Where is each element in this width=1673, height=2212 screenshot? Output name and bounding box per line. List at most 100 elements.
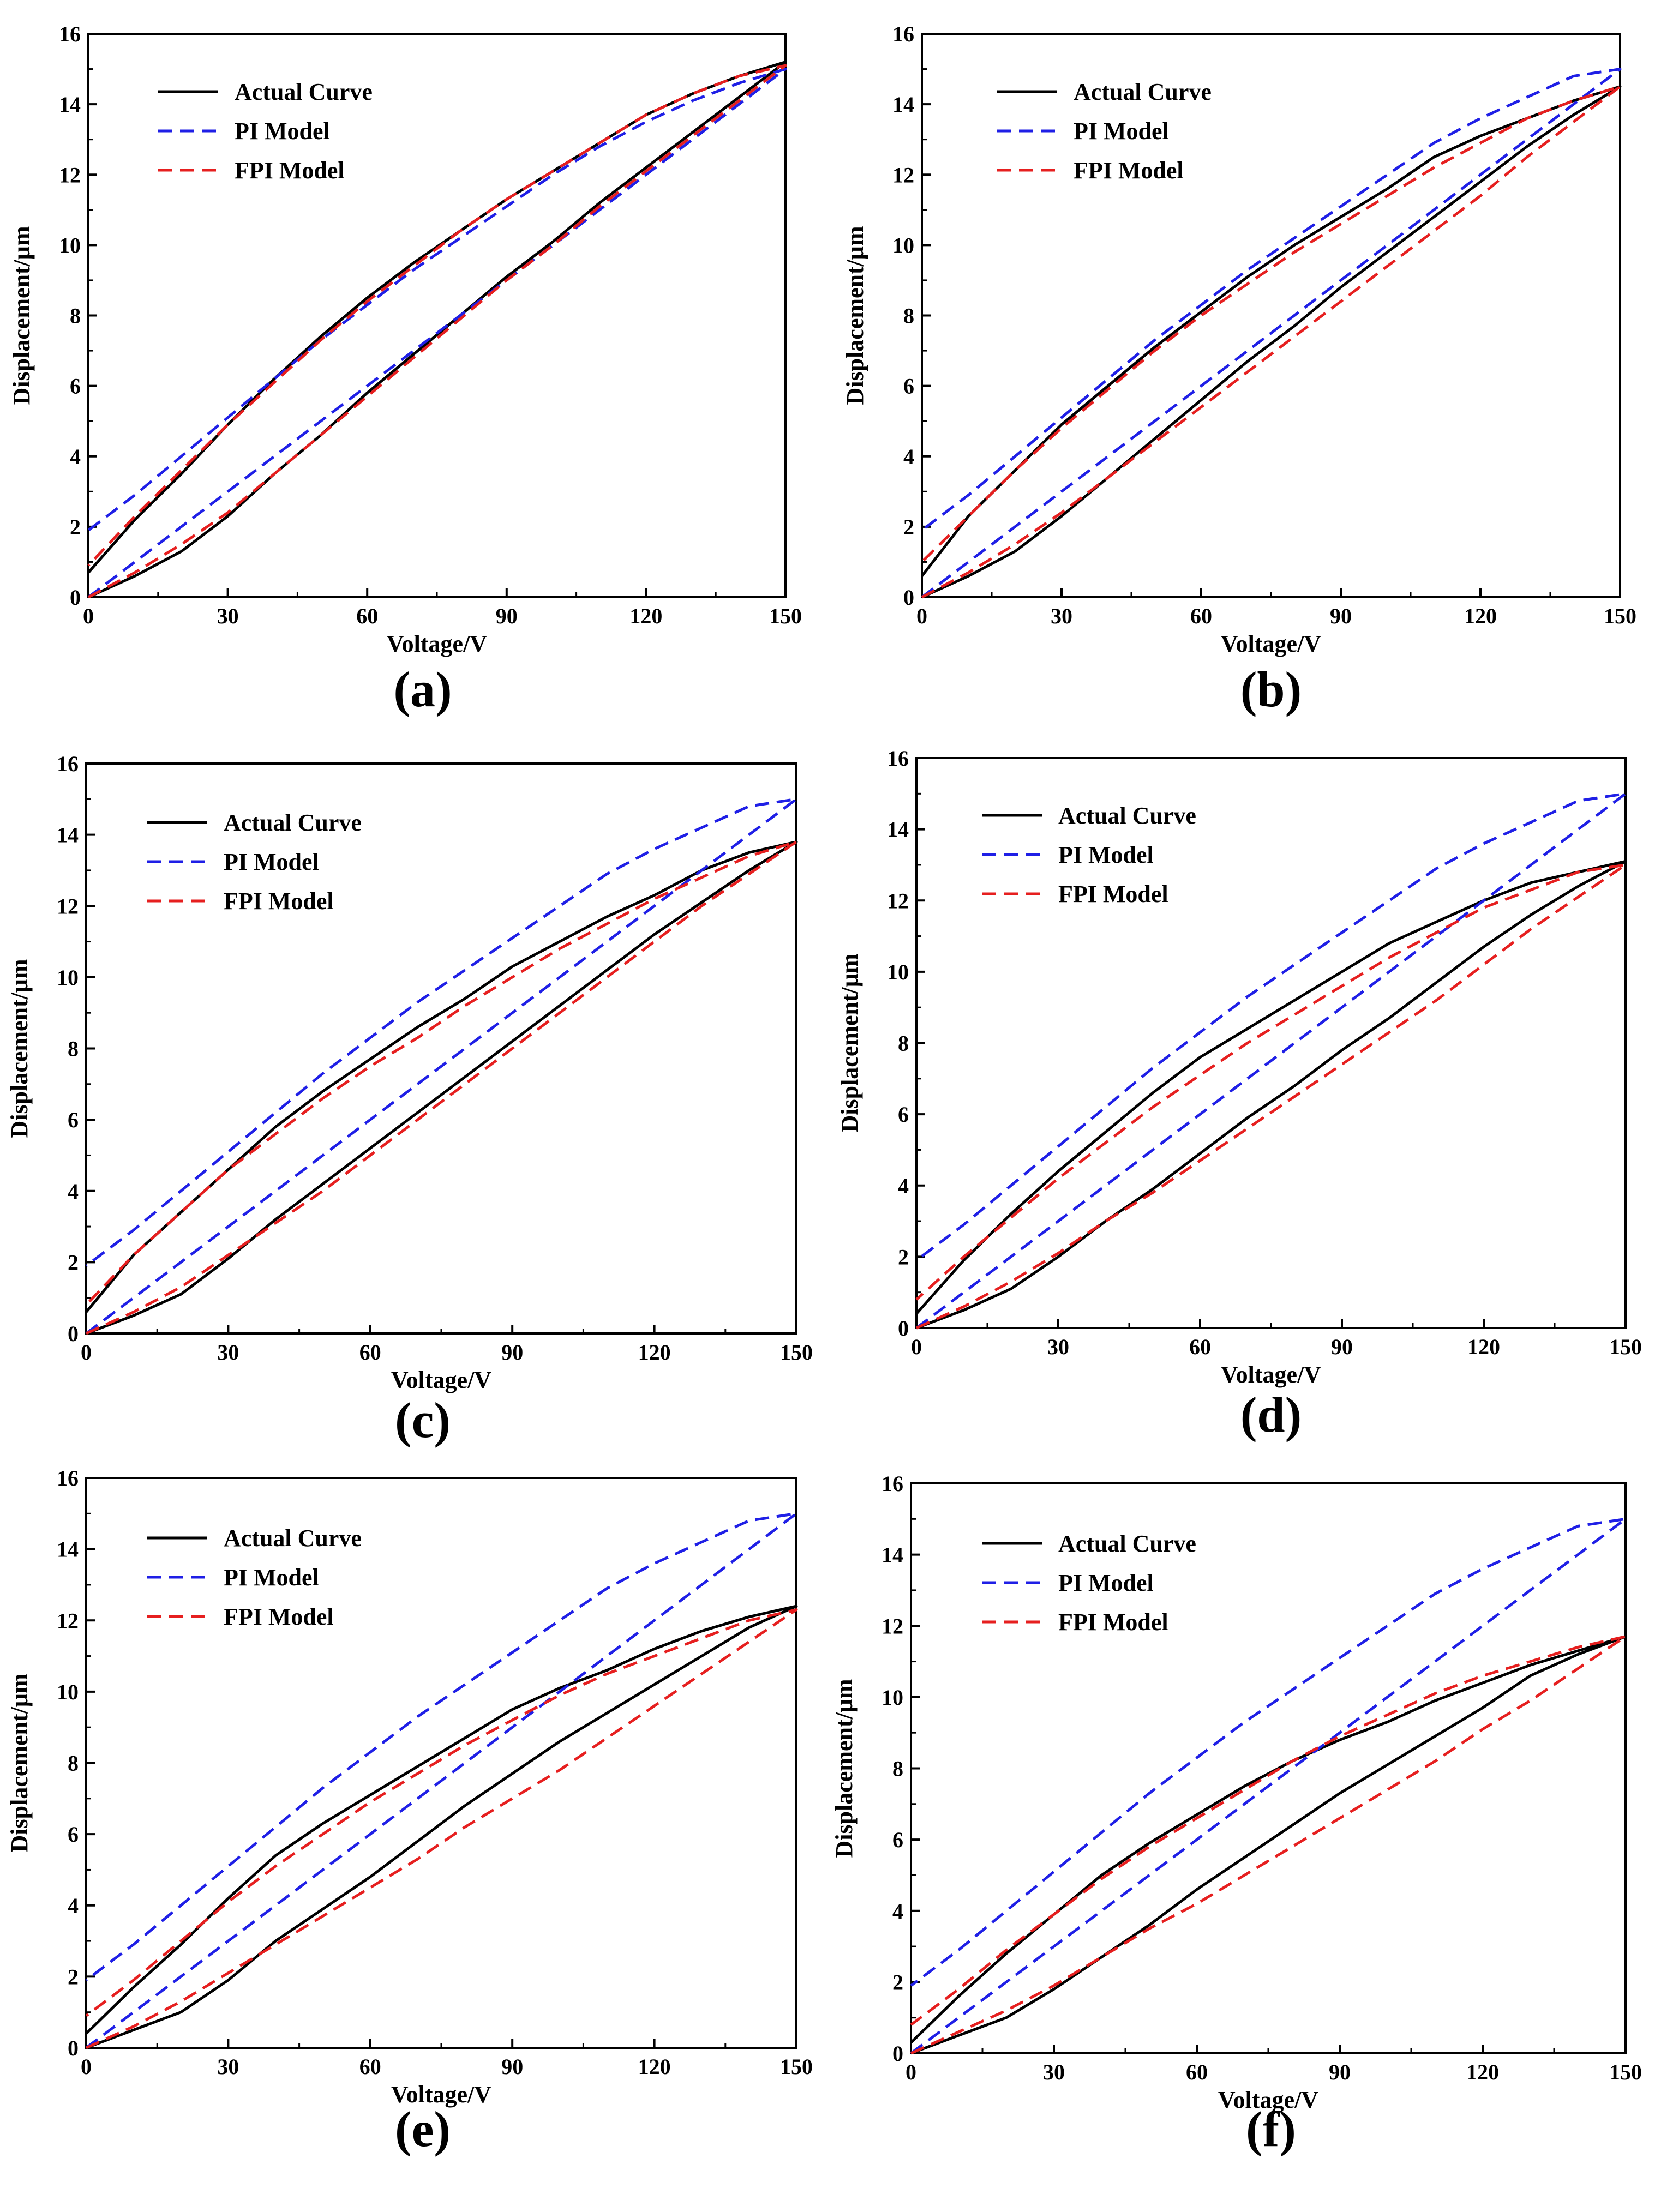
x-tick-label: 90	[501, 2054, 523, 2079]
y-tick-label: 10	[887, 960, 909, 984]
x-axis-title: Voltage/V	[391, 2081, 491, 2108]
series-pi-model	[85, 1512, 798, 2049]
y-tick-label: 8	[903, 304, 914, 328]
legend-label: Actual Curve	[1074, 79, 1212, 105]
x-tick-label: 60	[1190, 604, 1212, 628]
x-tick-label: 30	[217, 2054, 239, 2079]
y-tick-label: 10	[57, 1680, 79, 1704]
x-tick-label: 0	[916, 604, 927, 628]
series-fpi-model	[915, 863, 1627, 1330]
x-tick-label: 150	[780, 2054, 813, 2079]
y-tick-label: 14	[892, 92, 914, 117]
y-tick-label: 4	[892, 1899, 903, 1924]
y-tick-label: 6	[892, 1828, 903, 1852]
y-tick-label: 8	[68, 1751, 79, 1776]
y-tick-label: 6	[903, 374, 914, 399]
series-fpi-model	[85, 840, 798, 1335]
series-actual-curve	[910, 1635, 1627, 2055]
x-tick-label: 30	[1051, 604, 1072, 628]
series-actual-curve	[85, 1604, 798, 2049]
y-tick-label: 8	[68, 1037, 79, 1061]
series-fpi-model	[85, 1608, 798, 2049]
chart-panel: 0 30 60 90 120 150 0 2 4 6 8 10 12 14 16 Voltage/V Displ…	[6, 752, 813, 1448]
y-tick-label: 16	[882, 1471, 903, 1496]
x-axis-title: Voltage/V	[387, 630, 487, 657]
y-axis-title: Displacement/μm	[8, 226, 35, 405]
y-tick-label: 14	[57, 823, 79, 847]
y-tick-label: 16	[57, 752, 79, 776]
x-tick-label: 150	[769, 604, 802, 628]
x-tick-label: 90	[1331, 1335, 1353, 1359]
y-tick-label: 12	[892, 163, 914, 187]
x-tick-label: 120	[638, 2054, 671, 2079]
y-tick-label: 10	[59, 233, 81, 257]
x-tick-label: 90	[496, 604, 518, 628]
y-axis-title: Displacement/μm	[842, 226, 868, 405]
y-tick-label: 4	[898, 1174, 909, 1198]
x-tick-label: 30	[217, 604, 239, 628]
y-tick-label: 0	[892, 2041, 903, 2066]
legend-label: PI Model	[224, 849, 319, 875]
y-tick-label: 2	[898, 1245, 909, 1269]
legend-label: FPI Model	[1074, 157, 1184, 184]
y-tick-label: 2	[892, 1970, 903, 1994]
y-tick-label: 14	[57, 1537, 79, 1562]
plot-frame	[915, 757, 1627, 1329]
legend-label: PI Model	[224, 1564, 319, 1591]
legend-label: Actual Curve	[1058, 802, 1196, 829]
y-tick-label: 8	[892, 1757, 903, 1781]
x-tick-label: 60	[359, 1340, 381, 1365]
chart-panel: 0 30 60 90 120 150 0 2 4 6 8 10 12 14 16 Voltage/V Displ…	[831, 1471, 1642, 2157]
legend: Actual Curve PI Model FPI Model	[997, 79, 1212, 184]
x-tick-label: 60	[359, 2054, 381, 2079]
panel-label: (c)	[395, 1392, 451, 1448]
y-tick-label: 6	[68, 1108, 79, 1132]
y-tick-label: 0	[68, 2036, 79, 2060]
x-tick-label: 150	[1609, 1335, 1642, 1359]
x-tick-label: 90	[501, 1340, 523, 1365]
panel-label: (f)	[1246, 2101, 1296, 2157]
x-tick-label: 0	[83, 604, 94, 628]
x-tick-label: 30	[217, 1340, 239, 1365]
legend: Actual Curve PI Model FPI Model	[982, 802, 1196, 907]
y-tick-label: 12	[887, 888, 909, 913]
panel-label: (e)	[395, 2101, 451, 2157]
legend-label: Actual Curve	[224, 809, 362, 836]
y-tick-label: 14	[887, 818, 909, 842]
chart-panel: 0 30 60 90 120 150 0 2 4 6 8 10 12 14 16 Voltage/V Displ…	[6, 1466, 813, 2157]
y-axis-title: Displacement/μm	[831, 1679, 858, 1858]
y-tick-label: 12	[57, 1608, 79, 1633]
legend: Actual Curve PI Model FPI Model	[147, 809, 362, 915]
y-tick-label: 16	[887, 746, 909, 771]
x-axis-title: Voltage/V	[1221, 1361, 1321, 1388]
plot-frame	[921, 33, 1621, 598]
y-tick-label: 14	[882, 1543, 903, 1567]
x-tick-label: 0	[81, 2054, 92, 2079]
y-tick-label: 12	[59, 163, 81, 187]
y-tick-label: 2	[68, 1250, 79, 1275]
legend: Actual Curve PI Model FPI Model	[982, 1530, 1196, 1636]
legend-label: PI Model	[1058, 1570, 1154, 1596]
legend: Actual Curve PI Model FPI Model	[158, 79, 373, 184]
legend-label: PI Model	[1074, 118, 1169, 145]
series-fpi-model	[921, 85, 1622, 599]
y-tick-label: 10	[57, 965, 79, 990]
chart-panel: 0 30 60 90 120 150 0 2 4 6 8 10 12 14 16 Voltage/V Displ…	[8, 22, 802, 717]
y-tick-label: 8	[898, 1031, 909, 1056]
x-tick-label: 150	[1604, 604, 1636, 628]
y-tick-label: 16	[892, 22, 914, 46]
y-tick-label: 10	[892, 233, 914, 257]
x-tick-label: 120	[1467, 1335, 1500, 1359]
y-tick-label: 0	[898, 1316, 909, 1341]
legend-label: FPI Model	[235, 157, 345, 184]
series-pi-model	[87, 68, 787, 598]
x-tick-label: 150	[1609, 2060, 1642, 2084]
plot-frame	[910, 1482, 1627, 2054]
y-tick-label: 6	[68, 1822, 79, 1847]
y-tick-label: 6	[898, 1102, 909, 1127]
series-actual-curve	[915, 859, 1627, 1330]
legend-label: FPI Model	[224, 1603, 334, 1630]
y-tick-label: 0	[70, 585, 81, 610]
y-axis-title: Displacement/μm	[6, 959, 33, 1138]
series-pi-model	[915, 792, 1627, 1329]
